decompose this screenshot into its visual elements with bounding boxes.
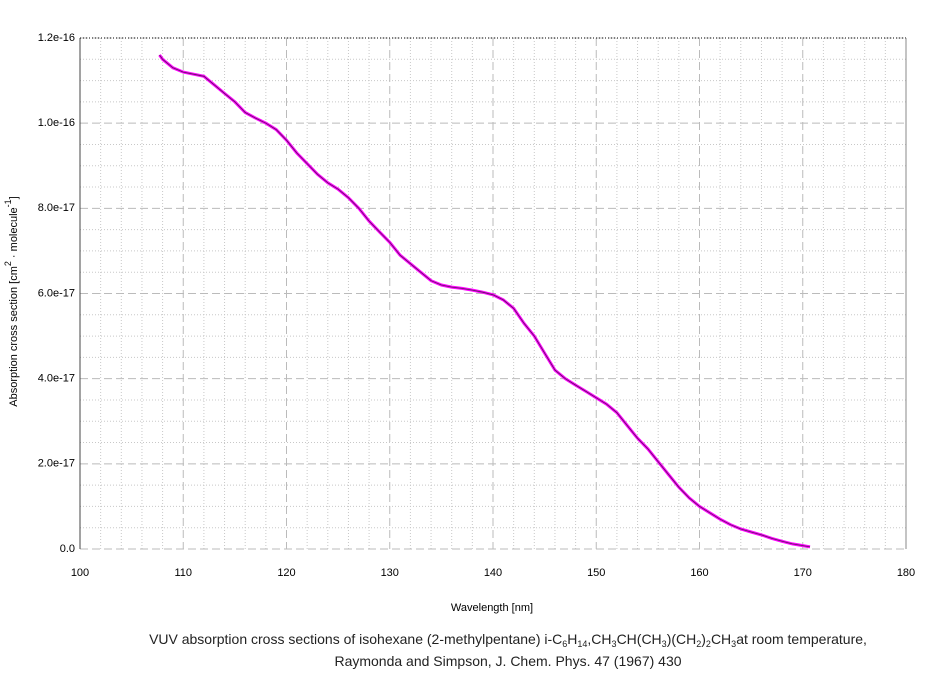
- caption-part: 3: [612, 639, 617, 649]
- y-axis-label: Absorption cross section [cm2 · molecule…: [3, 196, 20, 407]
- y-axis-label-part: · molecule: [8, 207, 20, 261]
- caption-part: 2: [696, 639, 701, 649]
- x-tick-label: 120: [277, 567, 295, 579]
- caption: VUV absorption cross sections of isohexa…: [149, 631, 867, 650]
- caption-part: Raymonda and Simpson, J. Chem. Phys. 47 …: [334, 653, 681, 669]
- y-axis-label-part: ]: [8, 196, 20, 199]
- x-tick-label: 140: [484, 567, 502, 579]
- y-tick-label: 1.2e-16: [38, 32, 75, 44]
- data-line-core: [159, 54, 811, 548]
- y-tick-label: 4.0e-17: [38, 373, 75, 385]
- caption-part: )(CH: [667, 631, 697, 647]
- caption-part: ,CH: [587, 631, 611, 647]
- caption-part: CH(CH: [617, 631, 662, 647]
- caption-part: 3: [662, 639, 667, 649]
- x-tick-label: 180: [897, 567, 915, 579]
- x-axis-label: Wavelength [nm]: [451, 602, 533, 614]
- x-tick-label: 160: [690, 567, 708, 579]
- caption-part: VUV absorption cross sections of isohexa…: [149, 631, 562, 647]
- caption-part: CH: [711, 631, 731, 647]
- x-tick-label: 100: [71, 567, 89, 579]
- caption-part: 6: [562, 639, 567, 649]
- caption-part: 3: [731, 639, 736, 649]
- y-tick-label: 2.0e-17: [38, 458, 75, 470]
- caption-part: at room temperature,: [736, 631, 867, 647]
- caption-part: 14: [577, 639, 587, 649]
- y-axis-label-part: 2: [3, 261, 13, 266]
- y-tick-label: 6.0e-17: [38, 287, 75, 299]
- caption-part: ): [701, 631, 706, 647]
- x-tick-label: 110: [174, 567, 192, 579]
- y-axis-label-part: -1: [3, 199, 13, 207]
- caption-part: H: [567, 631, 577, 647]
- data-line: [158, 54, 811, 549]
- caption: Raymonda and Simpson, J. Chem. Phys. 47 …: [334, 653, 681, 669]
- y-axis-label-part: Absorption cross section [cm: [8, 266, 20, 407]
- x-tick-label: 170: [794, 567, 812, 579]
- y-tick-label: 0.0: [60, 543, 75, 555]
- x-tick-label: 130: [381, 567, 399, 579]
- caption-part: 2: [706, 639, 711, 649]
- x-tick-label: 150: [587, 567, 605, 579]
- y-tick-label: 8.0e-17: [38, 202, 75, 214]
- y-tick-label: 1.0e-16: [38, 117, 75, 129]
